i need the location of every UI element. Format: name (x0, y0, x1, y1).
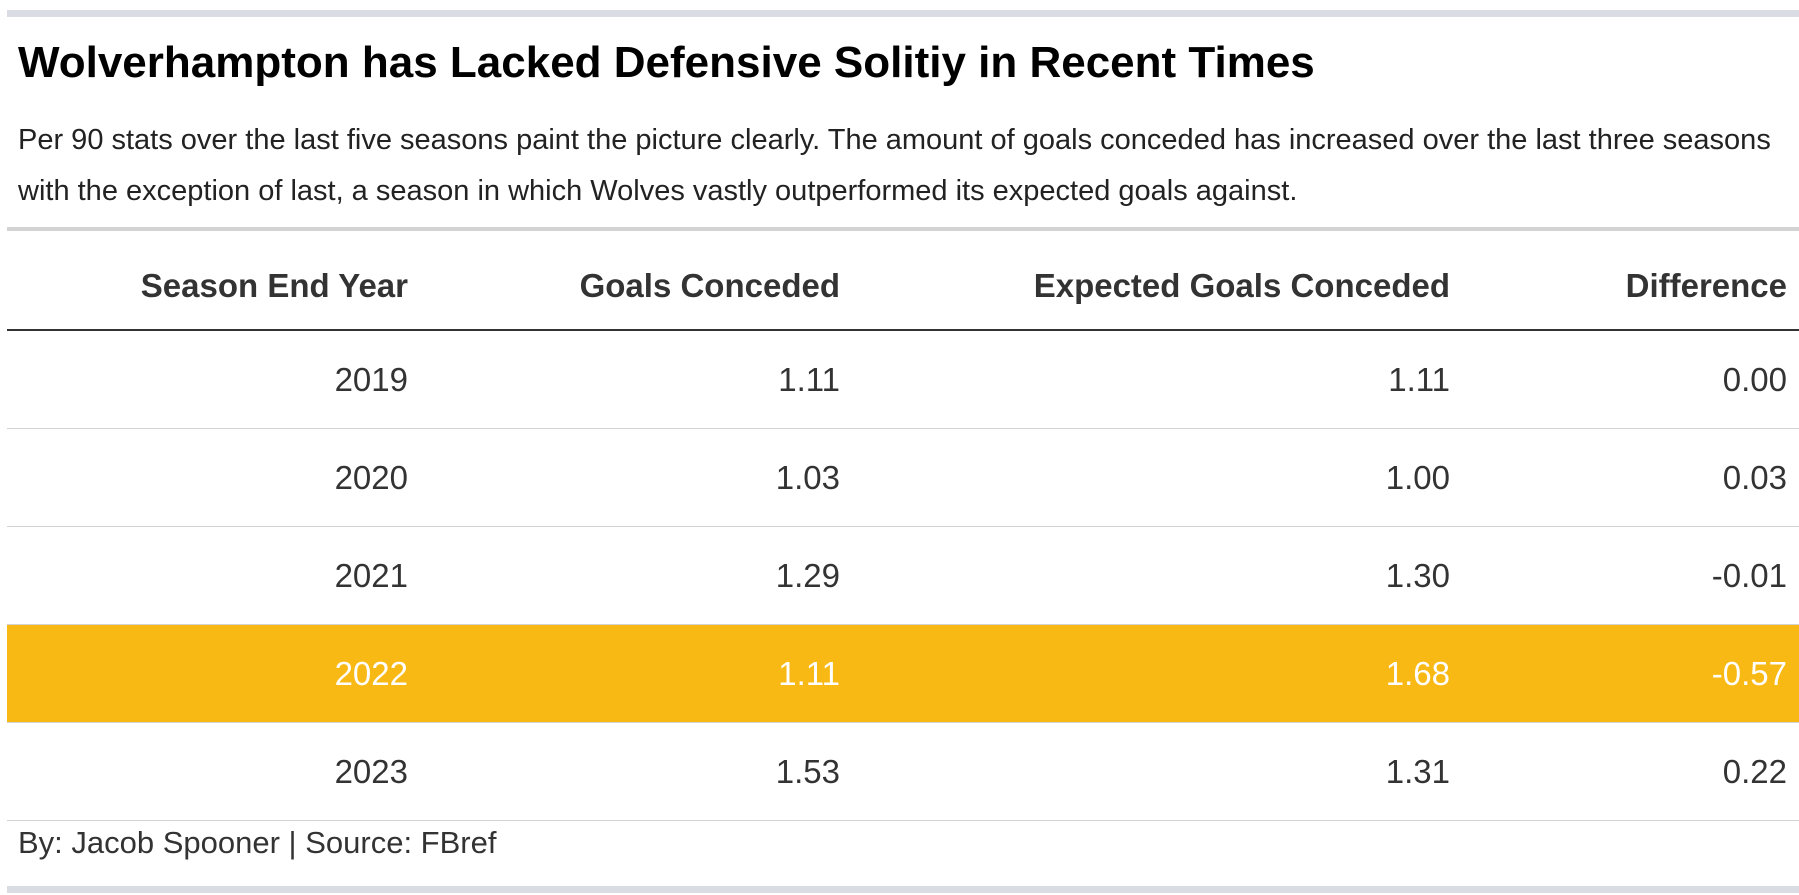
data-table: Season End Year Goals Conceded Expected … (7, 231, 1799, 821)
header-rule (7, 227, 1799, 231)
cell-expected-goals-conceded: 1.30 (852, 526, 1462, 625)
column-header-goals-conceded: Goals Conceded (420, 231, 852, 331)
cell-season: 2022 (7, 624, 420, 723)
cell-difference: 0.03 (1462, 428, 1799, 527)
cell-goals-conceded: 1.29 (420, 526, 852, 625)
column-header-difference: Difference (1462, 231, 1799, 331)
column-header-season: Season End Year (7, 231, 420, 331)
cell-season: 2021 (7, 526, 420, 625)
table-row: 2023 1.53 1.31 0.22 (7, 722, 1799, 821)
header-row: Season End Year Goals Conceded Expected … (7, 231, 1799, 331)
table-subtitle: Per 90 stats over the last five seasons … (18, 124, 1771, 207)
cell-season: 2020 (7, 428, 420, 527)
table-title: Wolverhampton has Lacked Defensive Solit… (18, 38, 1315, 87)
source-credit: By: Jacob Spooner | Source: FBref (18, 825, 497, 860)
cell-goals-conceded: 1.03 (420, 428, 852, 527)
cell-goals-conceded: 1.11 (420, 330, 852, 429)
cell-season: 2019 (7, 330, 420, 429)
cell-expected-goals-conceded: 1.31 (852, 722, 1462, 821)
table-row: 2021 1.29 1.30 -0.01 (7, 526, 1799, 625)
cell-season: 2023 (7, 722, 420, 821)
table-row-highlighted: 2022 1.11 1.68 -0.57 (7, 624, 1799, 723)
bottom-rule (7, 886, 1799, 893)
cell-goals-conceded: 1.11 (420, 624, 852, 723)
column-header-expected-goals-conceded: Expected Goals Conceded (852, 231, 1462, 331)
cell-goals-conceded: 1.53 (420, 722, 852, 821)
cell-difference: -0.57 (1462, 624, 1799, 723)
cell-difference: 0.00 (1462, 330, 1799, 429)
table-row: 2020 1.03 1.00 0.03 (7, 428, 1799, 527)
top-rule (7, 10, 1799, 17)
cell-difference: 0.22 (1462, 722, 1799, 821)
table-row: 2019 1.11 1.11 0.00 (7, 330, 1799, 429)
cell-expected-goals-conceded: 1.00 (852, 428, 1462, 527)
cell-difference: -0.01 (1462, 526, 1799, 625)
cell-expected-goals-conceded: 1.68 (852, 624, 1462, 723)
cell-expected-goals-conceded: 1.11 (852, 330, 1462, 429)
